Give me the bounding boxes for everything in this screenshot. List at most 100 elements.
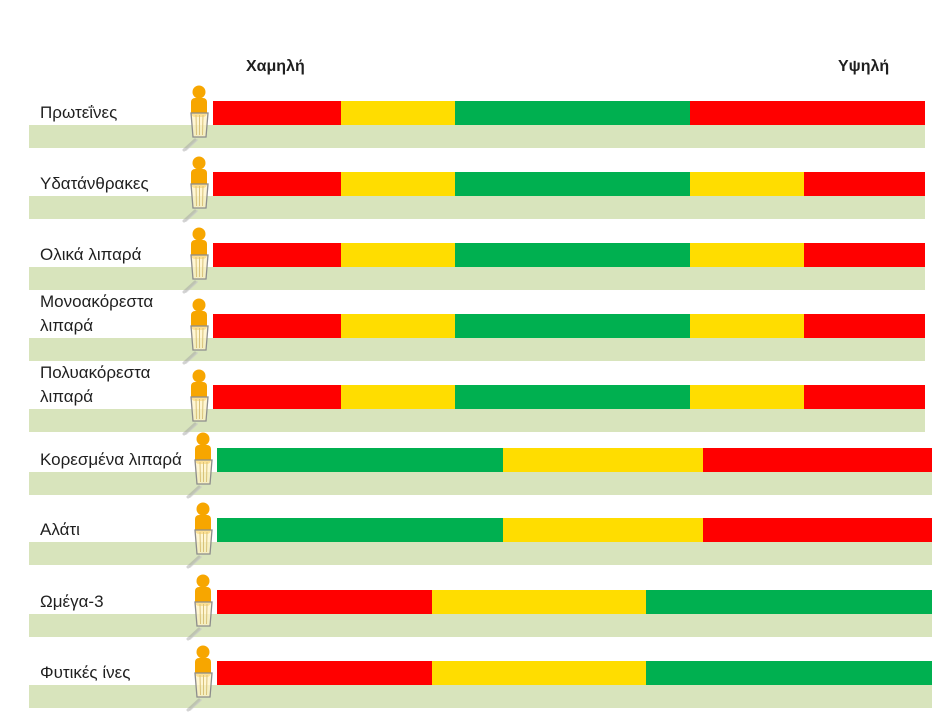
level-bar <box>217 661 932 685</box>
nutrient-row: Πρωτεΐνες <box>0 85 938 152</box>
icon-shadow-soft <box>189 628 202 640</box>
level-segment-red <box>213 385 341 409</box>
person-body <box>195 445 211 464</box>
level-segment-yellow <box>341 172 455 196</box>
level-segment-green <box>217 518 503 542</box>
nutrient-label: Ολικά λιπαρά <box>40 245 142 264</box>
icon-shadow-soft <box>185 352 198 364</box>
icon-shadow <box>186 698 201 712</box>
icon-shadow-soft <box>185 423 198 435</box>
glass-stripe <box>202 398 204 420</box>
person-body <box>191 382 207 401</box>
nutrient-label: Αλάτι <box>40 520 80 539</box>
glass-stripe <box>206 674 208 696</box>
person-icon <box>179 297 213 365</box>
level-segment-red <box>213 314 341 338</box>
level-segment-green <box>455 243 690 267</box>
level-segment-green <box>646 590 932 614</box>
level-segment-red <box>703 448 932 472</box>
level-segment-red <box>213 101 341 125</box>
glass-stripe <box>202 327 204 349</box>
person-body <box>195 515 211 534</box>
level-segment-yellow <box>341 243 455 267</box>
row-band <box>29 196 925 219</box>
person-icon <box>179 155 213 223</box>
level-bar <box>217 590 932 614</box>
scale-low-label: Χαμηλή <box>246 58 305 75</box>
level-segment-green <box>455 385 690 409</box>
nutrient-row: Πολυακόρεστα λιπαρά <box>0 363 938 436</box>
glass-stripe <box>199 674 201 696</box>
person-body <box>191 311 207 330</box>
person-icon <box>183 573 217 641</box>
person-head <box>192 369 206 383</box>
icon-shadow-soft <box>185 139 198 151</box>
nutrient-label: Υδατάνθρακες <box>40 174 149 193</box>
glass-stripe <box>202 256 204 278</box>
level-segment-yellow <box>690 314 804 338</box>
person-icon <box>183 644 217 712</box>
level-segment-red <box>804 314 925 338</box>
level-segment-yellow <box>341 101 455 125</box>
nutrient-row: Ολικά λιπαρά <box>0 227 938 294</box>
icon-shadow-soft <box>189 699 202 711</box>
level-segment-red <box>690 101 925 125</box>
level-segment-red <box>213 243 341 267</box>
nutrient-label: Πρωτεΐνες <box>40 103 118 122</box>
level-segment-red <box>804 385 925 409</box>
level-segment-green <box>455 101 690 125</box>
person-icon <box>179 226 213 294</box>
person-icon <box>179 368 213 436</box>
level-bar <box>217 518 932 542</box>
level-segment-red <box>217 590 432 614</box>
glass-stripe <box>195 256 197 278</box>
person-head <box>192 298 206 312</box>
nutrient-label: Κορεσμένα λιπαρά <box>40 450 182 469</box>
level-bar <box>217 448 932 472</box>
nutrient-row: Υδατάνθρακες <box>0 156 938 223</box>
glass-stripe <box>199 461 201 483</box>
level-segment-green <box>455 172 690 196</box>
level-segment-red <box>804 243 925 267</box>
level-bar <box>213 101 925 125</box>
person-head <box>196 432 210 446</box>
glass-stripe <box>195 398 197 420</box>
person-body <box>195 658 211 677</box>
nutrient-label: Πολυακόρεστα λιπαρά <box>40 363 151 406</box>
icon-shadow <box>186 555 201 569</box>
row-band <box>29 409 925 432</box>
level-bar <box>213 172 925 196</box>
icon-shadow <box>182 422 197 436</box>
glass-stripe <box>199 603 201 625</box>
person-head <box>196 645 210 659</box>
level-bar <box>213 314 925 338</box>
level-segment-red <box>703 518 932 542</box>
level-segment-yellow <box>503 518 703 542</box>
row-band <box>29 125 925 148</box>
glass-stripe <box>195 185 197 207</box>
level-segment-yellow <box>690 385 804 409</box>
icon-shadow <box>186 485 201 499</box>
nutrient-label: Φυτικές ίνες <box>40 663 131 682</box>
level-segment-yellow <box>432 590 646 614</box>
glass-stripe <box>206 603 208 625</box>
person-body <box>191 98 207 117</box>
row-band <box>29 542 932 565</box>
icon-shadow <box>182 138 197 152</box>
nutrient-label: Μονοακόρεστα λιπαρά <box>40 292 154 335</box>
icon-shadow <box>182 280 197 294</box>
person-body <box>195 587 211 606</box>
glass-stripe <box>199 531 201 553</box>
glass-stripe <box>202 114 204 136</box>
icon-shadow <box>182 351 197 365</box>
person-head <box>196 502 210 516</box>
row-band <box>29 472 932 495</box>
glass-stripe <box>195 327 197 349</box>
level-segment-yellow <box>690 172 804 196</box>
person-head <box>192 156 206 170</box>
level-segment-yellow <box>503 448 703 472</box>
level-segment-yellow <box>341 314 455 338</box>
nutrient-row: Αλάτι <box>0 502 938 569</box>
icon-shadow <box>182 209 197 223</box>
level-segment-yellow <box>690 243 804 267</box>
